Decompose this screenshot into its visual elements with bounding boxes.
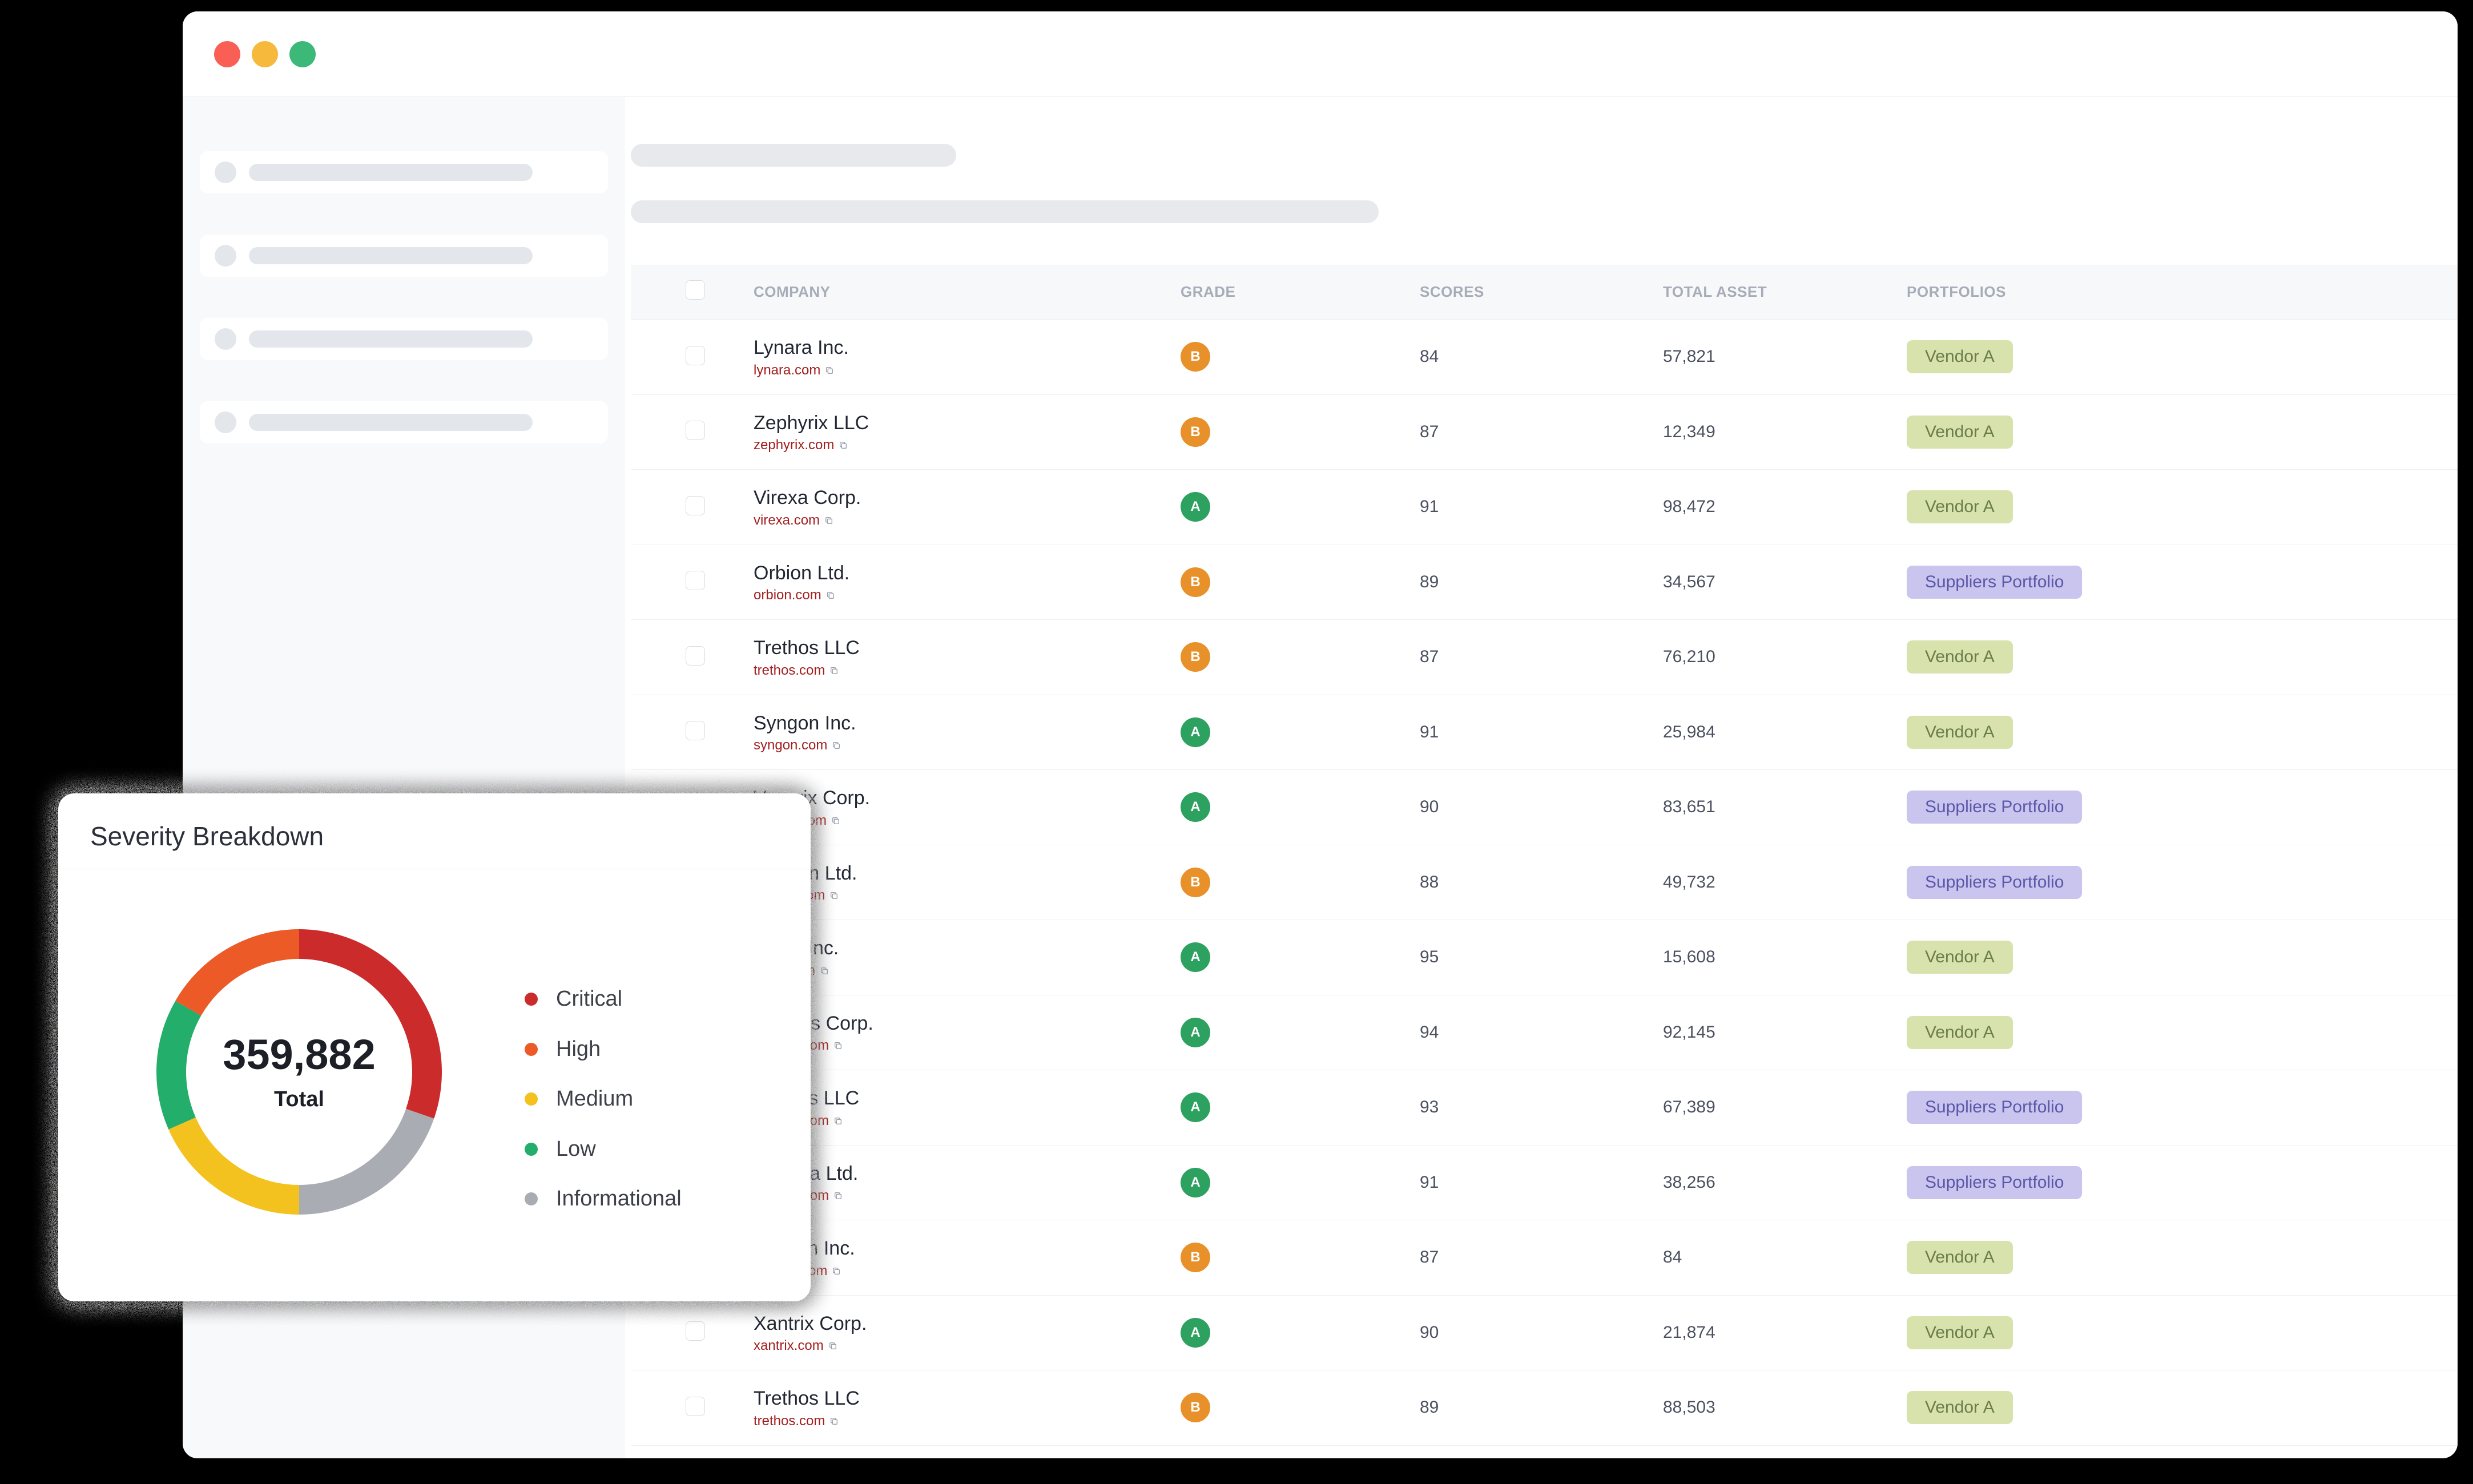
svg-text:359,882: 359,882 xyxy=(223,1031,376,1078)
svg-text:Total: Total xyxy=(274,1087,324,1111)
